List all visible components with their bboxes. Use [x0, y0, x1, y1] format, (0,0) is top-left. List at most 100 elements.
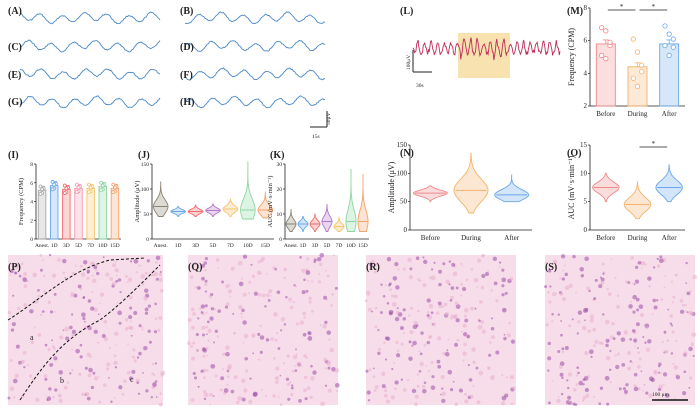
cell-nucleus	[306, 386, 311, 391]
cell-nucleus	[653, 370, 657, 373]
cell-nucleus	[227, 289, 233, 294]
cell-nucleus	[141, 326, 144, 328]
data-point-M	[666, 52, 672, 58]
cell-nucleus	[478, 370, 484, 376]
cell-nucleus	[478, 319, 481, 323]
violin-J-4	[222, 198, 239, 217]
cell-nucleus	[495, 350, 500, 355]
cell-nucleus	[631, 361, 634, 364]
cell-nucleus	[490, 326, 495, 331]
cell-nucleus	[103, 319, 108, 324]
bar-I-3	[74, 187, 83, 240]
cell-nucleus	[259, 258, 264, 263]
cell-nucleus	[113, 396, 116, 399]
cell-nucleus	[291, 369, 295, 373]
cell-nucleus	[159, 271, 162, 274]
cell-nucleus	[669, 322, 673, 325]
cell-nucleus	[450, 316, 454, 320]
x-tick-label-I: 15D	[110, 243, 120, 249]
cell-nucleus	[13, 396, 16, 399]
cell-nucleus	[223, 388, 229, 393]
cell-nucleus	[462, 359, 465, 362]
cell-nucleus	[479, 300, 483, 304]
cell-nucleus	[689, 311, 694, 316]
cell-nucleus	[245, 369, 249, 373]
cell-nucleus	[332, 254, 335, 257]
cell-nucleus	[252, 352, 255, 355]
cell-nucleus	[147, 304, 151, 308]
x-tick-label-K: 5D	[324, 243, 331, 249]
cell-nucleus	[71, 329, 77, 334]
cell-nucleus	[238, 305, 243, 310]
cell-nucleus	[673, 365, 679, 370]
cell-nucleus	[71, 368, 74, 372]
cell-nucleus	[552, 259, 558, 265]
cell-nucleus	[433, 261, 436, 264]
cell-nucleus	[98, 400, 102, 404]
cell-nucleus	[571, 318, 574, 321]
cell-nucleus	[391, 367, 394, 371]
cell-nucleus	[632, 310, 636, 314]
cell-nucleus	[205, 347, 209, 350]
cell-nucleus	[481, 273, 486, 279]
cell-nucleus	[374, 385, 379, 390]
cell-nucleus	[389, 288, 393, 291]
cell-nucleus	[62, 271, 66, 275]
cell-nucleus	[432, 322, 437, 327]
cell-nucleus	[444, 311, 450, 317]
cell-nucleus	[392, 276, 398, 281]
cell-nucleus	[544, 261, 549, 266]
cell-nucleus	[548, 269, 552, 273]
data-point-I	[87, 190, 91, 195]
panel-letter: (R)	[366, 262, 380, 273]
cell-nucleus	[431, 375, 435, 379]
cell-nucleus	[509, 374, 515, 380]
cell-nucleus	[272, 266, 276, 270]
cell-nucleus	[155, 255, 161, 261]
cell-nucleus	[490, 289, 493, 292]
cell-nucleus	[145, 389, 149, 393]
cell-nucleus	[408, 340, 412, 344]
cell-nucleus	[230, 266, 235, 271]
bar-I-1	[50, 185, 59, 240]
violin-K-5	[345, 169, 357, 232]
data-point-M	[599, 24, 605, 31]
cell-nucleus	[336, 390, 339, 393]
cell-nucleus	[472, 385, 475, 388]
cell-nucleus	[653, 305, 658, 310]
cell-nucleus	[454, 342, 459, 347]
cell-nucleus	[96, 271, 100, 276]
cell-nucleus	[23, 365, 26, 369]
cell-nucleus	[303, 375, 308, 380]
cell-nucleus	[618, 387, 622, 391]
x-tick-label-J: 7D	[227, 243, 234, 249]
cell-nucleus	[402, 317, 406, 321]
cell-nucleus	[417, 309, 420, 313]
cell-nucleus	[23, 272, 27, 276]
cell-nucleus	[607, 292, 612, 297]
cell-nucleus	[200, 369, 204, 373]
cell-nucleus	[640, 260, 646, 266]
cell-nucleus	[328, 338, 331, 341]
cell-nucleus	[125, 274, 129, 278]
cell-nucleus	[261, 388, 264, 391]
cell-nucleus	[576, 366, 580, 370]
cell-nucleus	[390, 395, 395, 400]
cell-nucleus	[158, 277, 163, 282]
cell-nucleus	[659, 255, 663, 259]
cell-nucleus	[23, 303, 28, 307]
cell-nucleus	[393, 362, 396, 365]
cell-nucleus	[154, 317, 158, 321]
cell-nucleus	[114, 366, 118, 369]
cell-nucleus	[66, 381, 70, 384]
cell-nucleus	[381, 371, 386, 377]
cell-nucleus	[124, 326, 129, 331]
cell-nucleus	[632, 329, 636, 333]
cell-nucleus	[277, 347, 281, 350]
cell-nucleus	[449, 299, 453, 302]
cell-nucleus	[584, 387, 590, 393]
panel-letter: (G)	[8, 97, 22, 108]
cell-nucleus	[118, 321, 122, 325]
violin-K-0	[285, 209, 297, 232]
histology-image-2	[366, 255, 516, 405]
